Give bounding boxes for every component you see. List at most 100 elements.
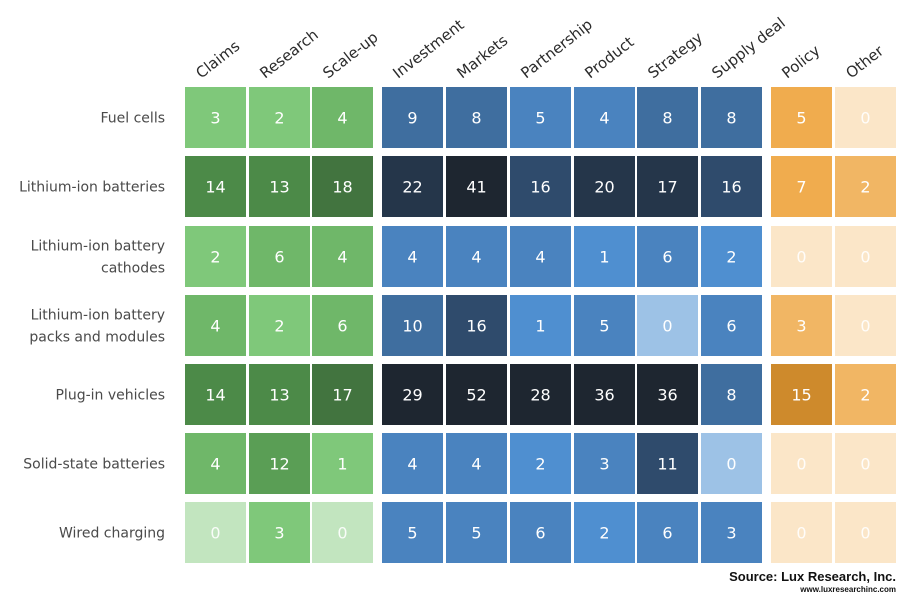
row-label: Wired charging bbox=[59, 526, 165, 542]
cell-value-label: 13 bbox=[269, 178, 289, 197]
heatmap-cell bbox=[185, 295, 246, 356]
heatmap-cell bbox=[382, 364, 443, 425]
heatmap-cell bbox=[249, 433, 310, 494]
cell-value-label: 14 bbox=[205, 386, 225, 405]
cell-value-label: 36 bbox=[657, 386, 677, 405]
cell-value-label: 0 bbox=[337, 524, 347, 543]
heatmap-cell bbox=[701, 87, 762, 148]
heatmap-cell bbox=[185, 156, 246, 217]
cell-value-label: 4 bbox=[471, 455, 481, 474]
heatmap-cell bbox=[510, 226, 571, 287]
column-label: Strategy bbox=[644, 28, 706, 82]
cell-value-label: 3 bbox=[726, 524, 736, 543]
heatmap-cell bbox=[446, 87, 507, 148]
cell-value-label: 0 bbox=[796, 524, 806, 543]
cell-value-label: 28 bbox=[530, 386, 550, 405]
heatmap-cell bbox=[771, 156, 832, 217]
column-label: Markets bbox=[453, 31, 511, 82]
cell-value-label: 0 bbox=[860, 317, 870, 336]
cell-value-label: 22 bbox=[402, 178, 422, 197]
heatmap-cell bbox=[382, 226, 443, 287]
cell-value-label: 17 bbox=[657, 178, 677, 197]
cell-value-label: 8 bbox=[471, 109, 481, 128]
heatmap-cell bbox=[771, 433, 832, 494]
cell-value-label: 2 bbox=[860, 386, 870, 405]
cell-value-label: 2 bbox=[535, 455, 545, 474]
heatmap-cell bbox=[835, 226, 896, 287]
heatmap-cell bbox=[446, 295, 507, 356]
cell-value-label: 1 bbox=[337, 455, 347, 474]
cell-value-label: 12 bbox=[269, 455, 289, 474]
heatmap-cell bbox=[771, 295, 832, 356]
cell-value-label: 4 bbox=[210, 317, 220, 336]
heatmap-cell bbox=[382, 156, 443, 217]
cell-value-label: 0 bbox=[860, 455, 870, 474]
cell-value-label: 4 bbox=[210, 455, 220, 474]
column-label: Policy bbox=[778, 41, 823, 82]
cell-value-label: 2 bbox=[274, 317, 284, 336]
cell-value-label: 9 bbox=[407, 109, 417, 128]
heatmap-cell bbox=[312, 87, 373, 148]
cell-value-label: 8 bbox=[726, 109, 736, 128]
heatmap-cell bbox=[771, 87, 832, 148]
heatmap-cell bbox=[249, 295, 310, 356]
heatmap-cell bbox=[835, 433, 896, 494]
cell-value-label: 17 bbox=[332, 386, 352, 405]
heatmap-cell bbox=[701, 364, 762, 425]
heatmap-cell bbox=[574, 364, 635, 425]
heatmap-cell bbox=[446, 502, 507, 563]
row-label: Lithium-ion battery packs and modules bbox=[29, 308, 165, 346]
heatmap-cell bbox=[446, 156, 507, 217]
heatmap-cell bbox=[701, 433, 762, 494]
cell-value-label: 0 bbox=[662, 317, 672, 336]
heatmap-cell bbox=[701, 295, 762, 356]
heatmap-cell bbox=[771, 226, 832, 287]
row-labels: Fuel cells Lithium-ion batteries Lithium-i… bbox=[19, 111, 165, 542]
heatmap-cell bbox=[835, 295, 896, 356]
row-label: Lithium-ion batteries bbox=[19, 180, 165, 196]
heatmap-cell bbox=[701, 502, 762, 563]
heatmap-cell bbox=[312, 156, 373, 217]
heatmap-cell bbox=[574, 156, 635, 217]
heatmap-cell bbox=[510, 156, 571, 217]
cell-value-label: 0 bbox=[860, 109, 870, 128]
cell-value-label: 3 bbox=[210, 109, 220, 128]
heatmap-cell bbox=[835, 502, 896, 563]
cell-value-label: 7 bbox=[796, 178, 806, 197]
heatmap-cell bbox=[574, 87, 635, 148]
heatmap-cell bbox=[637, 364, 698, 425]
heatmap-cell bbox=[185, 502, 246, 563]
cell-value-label: 8 bbox=[662, 109, 672, 128]
heatmap-cell bbox=[835, 364, 896, 425]
cell-value-label: 0 bbox=[860, 248, 870, 267]
heatmap-cell bbox=[249, 226, 310, 287]
cell-value-label: 15 bbox=[791, 386, 811, 405]
heatmap-cell bbox=[637, 502, 698, 563]
heatmap-cell bbox=[574, 433, 635, 494]
heatmap-cell bbox=[637, 295, 698, 356]
cell-value-label: 0 bbox=[726, 455, 736, 474]
heatmap-cell bbox=[446, 433, 507, 494]
cell-value-label: 2 bbox=[210, 248, 220, 267]
column-label: Research bbox=[256, 26, 321, 83]
cell-value-label: 4 bbox=[471, 248, 481, 267]
heatmap-cell bbox=[446, 364, 507, 425]
heatmap-cell bbox=[510, 502, 571, 563]
cell-value-label: 10 bbox=[402, 317, 422, 336]
cell-value-label: 6 bbox=[337, 317, 347, 336]
cell-value-label: 52 bbox=[466, 386, 486, 405]
cell-value-label: 5 bbox=[471, 524, 481, 543]
cell-value-label: 6 bbox=[662, 524, 672, 543]
heatmap-cell bbox=[510, 364, 571, 425]
heatmap-cell bbox=[382, 502, 443, 563]
cell-value-label: 5 bbox=[535, 109, 545, 128]
cell-value-label: 1 bbox=[535, 317, 545, 336]
heatmap-cell bbox=[835, 87, 896, 148]
heatmap-cell bbox=[574, 295, 635, 356]
cell-value-label: 16 bbox=[721, 178, 741, 197]
heatmap-cell bbox=[574, 502, 635, 563]
heatmap-cell bbox=[185, 364, 246, 425]
source-url: www.luxresearchinc.com bbox=[800, 585, 896, 594]
cell-value-label: 4 bbox=[407, 248, 417, 267]
column-label: Supply deal bbox=[708, 14, 788, 82]
